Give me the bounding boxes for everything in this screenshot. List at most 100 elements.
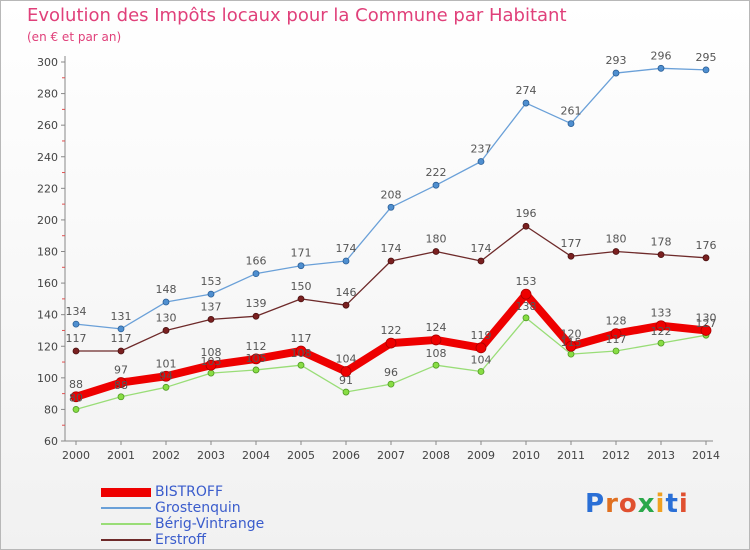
data-label: 153	[201, 275, 222, 288]
chart-subtitle: (en € et par an)	[27, 30, 122, 44]
data-label: 117	[291, 332, 312, 345]
data-label: 88	[114, 379, 128, 392]
data-point	[207, 369, 215, 377]
data-point	[252, 312, 260, 320]
data-point	[252, 366, 260, 374]
data-point	[250, 353, 262, 365]
data-label: 261	[561, 105, 582, 118]
data-point	[207, 316, 215, 323]
data-label: 196	[516, 207, 537, 220]
data-label: 117	[606, 333, 627, 346]
data-label: 94	[159, 369, 173, 382]
data-point	[72, 347, 80, 355]
data-label: 133	[651, 307, 672, 320]
data-label: 104	[336, 353, 357, 366]
data-label: 180	[426, 233, 447, 246]
logo-letter: x	[637, 489, 656, 519]
data-label: 139	[246, 297, 267, 310]
data-label: 120	[561, 327, 582, 340]
x-tick-label: 2004	[242, 449, 270, 462]
data-label: 177	[561, 237, 582, 250]
data-label: 295	[696, 51, 717, 64]
x-tick-label: 2013	[647, 449, 675, 462]
logo-letter: i	[655, 489, 666, 519]
data-label: 222	[426, 166, 447, 179]
data-label: 146	[336, 286, 357, 299]
y-tick-label: 240	[37, 151, 58, 164]
data-point	[297, 361, 305, 369]
logo-letter: P	[585, 489, 606, 519]
data-point	[612, 69, 620, 77]
y-tick-label: 120	[37, 340, 58, 353]
data-label: 178	[651, 236, 672, 249]
data-point	[162, 383, 170, 391]
data-point	[72, 406, 80, 413]
data-point	[657, 251, 665, 259]
data-label: 117	[66, 332, 87, 345]
x-tick-label: 2012	[602, 449, 630, 462]
data-label: 117	[111, 332, 132, 345]
legend-item: BISTROFF	[101, 484, 401, 500]
data-label: 174	[381, 242, 402, 255]
data-label: 293	[606, 54, 627, 67]
data-point	[205, 359, 217, 371]
data-label: 115	[561, 336, 582, 349]
data-point	[432, 181, 440, 189]
data-label: 171	[291, 247, 312, 260]
data-label: 127	[696, 317, 717, 330]
data-label: 103	[201, 355, 222, 368]
data-label: 119	[471, 329, 492, 342]
data-point	[477, 368, 485, 375]
data-point	[612, 347, 620, 355]
logo-letter: r	[605, 489, 619, 519]
data-label: 88	[69, 378, 83, 391]
data-point	[567, 120, 575, 127]
data-point	[657, 64, 665, 72]
data-point	[387, 257, 395, 265]
data-point	[702, 66, 710, 74]
data-label: 180	[606, 233, 627, 246]
legend-label: BISTROFF	[155, 484, 224, 500]
data-point	[432, 248, 440, 255]
data-point	[162, 327, 170, 334]
legend-swatch	[101, 539, 151, 541]
y-tick-label: 200	[37, 214, 58, 227]
legend-item: Grostenquin	[101, 500, 401, 516]
proxiti-logo: Proxiti	[585, 489, 689, 519]
data-point	[610, 328, 622, 340]
logo-letter: o	[618, 489, 638, 519]
data-label: 274	[516, 84, 537, 97]
data-point	[342, 388, 350, 396]
data-point	[387, 203, 395, 211]
data-point	[295, 345, 307, 357]
x-tick-label: 2001	[107, 449, 135, 462]
legend-label: Bérig-Vintrange	[155, 516, 265, 532]
data-label: 148	[156, 283, 177, 296]
data-point	[612, 248, 620, 255]
data-label: 124	[426, 321, 447, 334]
data-point	[115, 377, 127, 388]
data-label: 174	[471, 242, 492, 255]
data-point	[117, 393, 125, 401]
data-label: 105	[246, 352, 267, 365]
data-labels: 88 97 101 108 112 117 104 122 124 119 153 120 128 133…	[66, 49, 717, 404]
x-tick-label: 2002	[152, 449, 180, 462]
data-label: 97	[114, 364, 128, 377]
data-point	[70, 391, 82, 403]
data-label: 131	[111, 310, 132, 323]
y-tick-label: 300	[37, 56, 58, 69]
data-point	[565, 340, 577, 352]
chart-title: Evolution des Impôts locaux pour la Comm…	[27, 5, 567, 26]
data-point	[522, 222, 530, 230]
legend-label: Grostenquin	[155, 500, 241, 516]
data-label: 112	[246, 340, 267, 353]
y-tick-label: 100	[37, 372, 58, 385]
data-point	[297, 295, 305, 303]
x-tick-label: 2011	[557, 449, 585, 462]
data-point	[342, 257, 350, 265]
legend-swatch	[101, 487, 151, 497]
x-tick-label: 2009	[467, 449, 495, 462]
data-point	[475, 342, 487, 354]
data-label: 130	[696, 311, 717, 324]
